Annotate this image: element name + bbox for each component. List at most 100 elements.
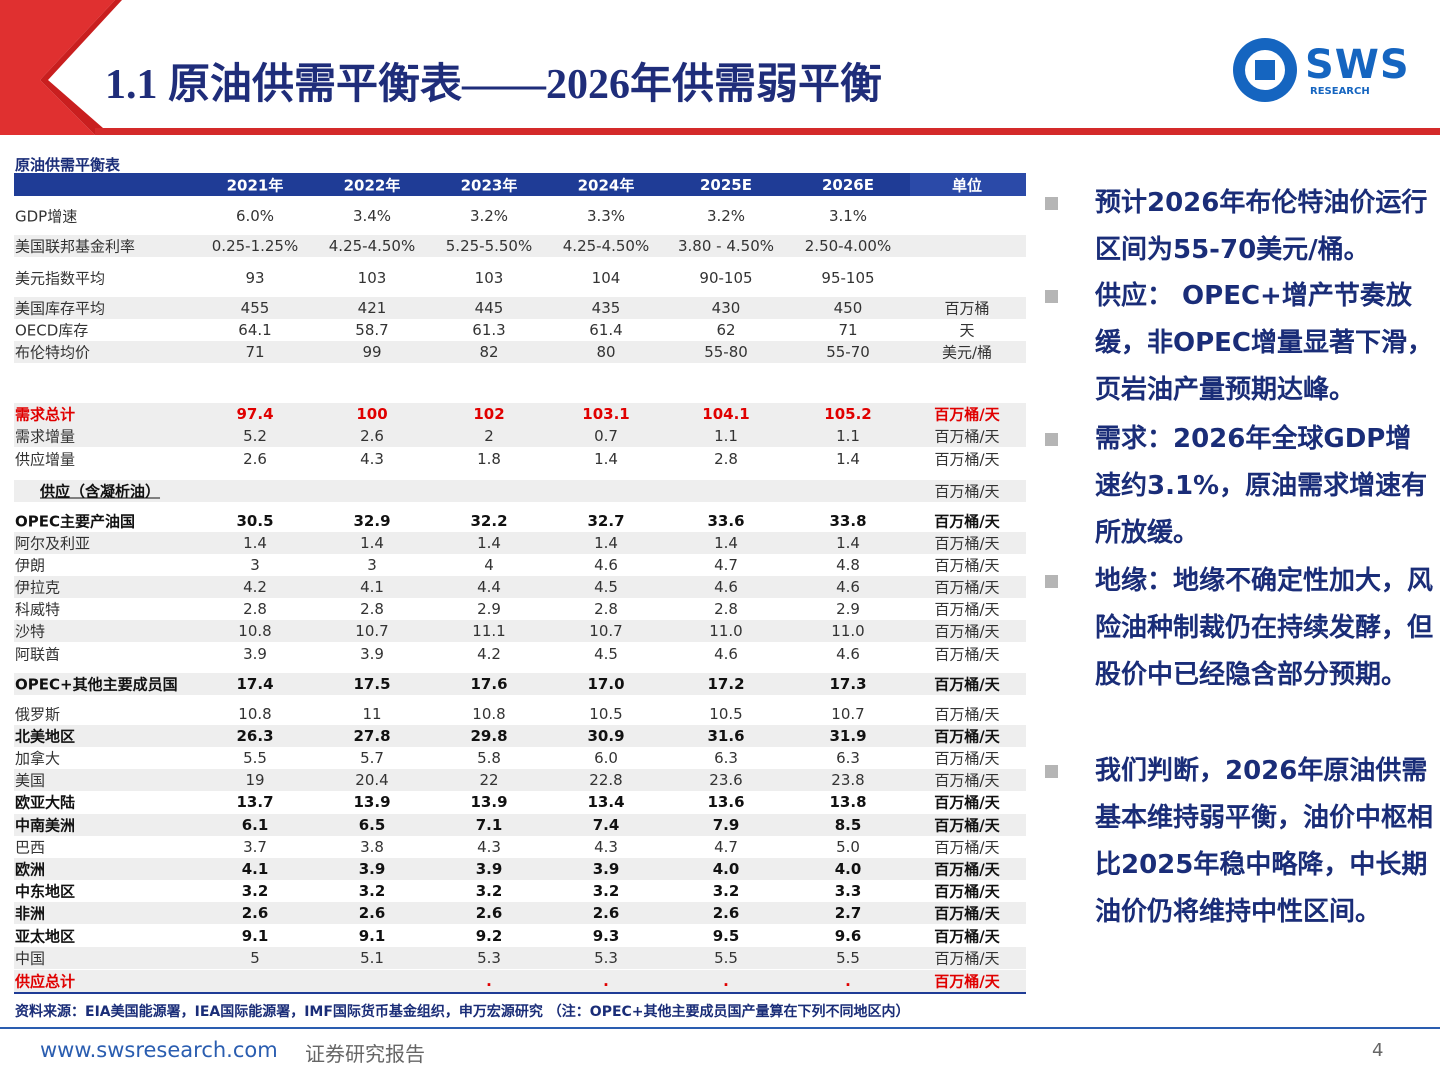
cell: 4.3 [594,838,618,856]
row-label: 科威特 [15,600,61,619]
cell: 3.2 [592,882,620,900]
unit: 百万桶/天 [934,882,1000,901]
cell: 3.2% [706,207,746,225]
row-band [14,858,1026,880]
cell: 6.0 [594,749,618,767]
row-label: 美国联邦基金利率 [15,237,136,256]
cell: 9.5 [712,927,740,945]
cell: 4.5 [594,645,618,663]
cell: 2.6 [712,904,740,922]
row-label: 供应增量 [15,450,76,469]
cell: 2 [484,427,494,445]
row-band [14,673,1026,695]
cell: . [723,972,729,990]
cell: 1.1 [836,427,860,445]
column-header: 2026E [822,176,874,194]
cell: 2.50-4.00% [804,237,892,255]
unit: 百万桶/天 [934,949,1000,968]
cell: 4.5 [594,578,618,596]
cell: 1.4 [360,534,384,552]
row-label: 中南美洲 [15,816,76,835]
cell: 17.0 [587,675,625,693]
unit: 百万桶/天 [934,860,1000,879]
unit: 百万桶/天 [934,972,1000,991]
cell: 11 [362,705,382,723]
bullet-text: 我们判断，2026年原油供需基本维持弱平衡，油价中枢相比2025年稳中略降，中长… [1095,756,1434,927]
cell: 104.1 [702,405,750,423]
cell: 3.2 [475,882,503,900]
row-band [14,341,1026,363]
footer-line [0,1027,1440,1029]
cell: 2.6 [241,904,269,922]
cell: 10.5 [709,705,743,723]
row-label: 非洲 [15,904,46,923]
row-label: GDP增速 [15,207,78,226]
cell: 5.3 [594,949,618,967]
cell: 64.1 [238,321,272,339]
footer-website: www.swsresearch.com [40,1038,278,1062]
row-label: 美元指数平均 [15,269,106,288]
row-label: OECD库存 [15,321,89,340]
cell: 455 [240,299,270,317]
cell: 93 [245,269,265,287]
row-band [14,425,1026,447]
row-band [14,297,1026,319]
cell: 5 [250,949,260,967]
row-label: 需求总计 [15,405,76,424]
cell: 7.9 [712,816,740,834]
row-label: 美国库存平均 [15,299,106,318]
cell: 102 [473,405,505,423]
row-label: 中国 [15,949,46,968]
cell: 19 [245,771,265,789]
unit: 美元/桶 [941,343,993,362]
cell: 4.6 [594,556,618,574]
cell: 4.6 [836,645,860,663]
cell: 3.7 [243,838,267,856]
cell: 5.3 [477,949,501,967]
unit: 百万桶/天 [934,600,1000,619]
table-title: 原油供需平衡表 [15,156,121,174]
bullet-text: 供应： OPEC+增产节奏放缓，非OPEC增量显著下滑，页岩油产量预期达峰。 [1095,281,1434,405]
cell: 1.1 [714,427,738,445]
cell: 17.2 [707,675,745,693]
unit: 百万桶/天 [934,675,1000,694]
cell: 10.8 [238,622,272,640]
unit: 百万桶/天 [934,904,1000,923]
cell: 6.0% [235,207,275,225]
cell: 62 [716,321,736,339]
row-band [14,814,1026,836]
cell: 97.4 [236,405,274,423]
cell: 31.6 [707,727,745,745]
row-label: 欧亚大陆 [15,793,76,812]
row-label: OPEC+其他主要成员国 [15,675,178,694]
cell: 4.2 [477,645,501,663]
cell: 99 [362,343,382,361]
row-band [14,235,1026,257]
title: 1.1 原油供需平衡表——2026年供需弱平衡 [105,62,883,108]
cell: 2.8 [714,450,738,468]
row-label: 阿联酋 [15,645,61,664]
cell: 4.3 [477,838,501,856]
row-band [14,970,1026,992]
cell: 4.2 [243,578,267,596]
cell: 6.3 [836,749,860,767]
unit: 百万桶/天 [934,645,1000,664]
source: 资料来源：EIA美国能源署，IEA国际能源署，IMF国际货币基金组织，申万宏源研… [15,1004,910,1020]
row-band [14,576,1026,598]
cell: 445 [474,299,504,317]
cell: 10.7 [831,705,865,723]
cell: 2.9 [836,600,860,618]
unit: 百万桶 [944,299,990,318]
header-decoration [0,0,1440,135]
cell: 10.8 [238,705,272,723]
cell: . [603,972,609,990]
cell: 17.4 [236,675,274,693]
cell: 2.6 [358,904,386,922]
cell: 58.7 [355,321,389,339]
cell: 7.1 [475,816,503,834]
cell: 3 [367,556,377,574]
cell: 3.2 [241,882,269,900]
cell: 5.7 [360,749,384,767]
cell: 3.4% [352,207,392,225]
cell: 17.5 [353,675,391,693]
